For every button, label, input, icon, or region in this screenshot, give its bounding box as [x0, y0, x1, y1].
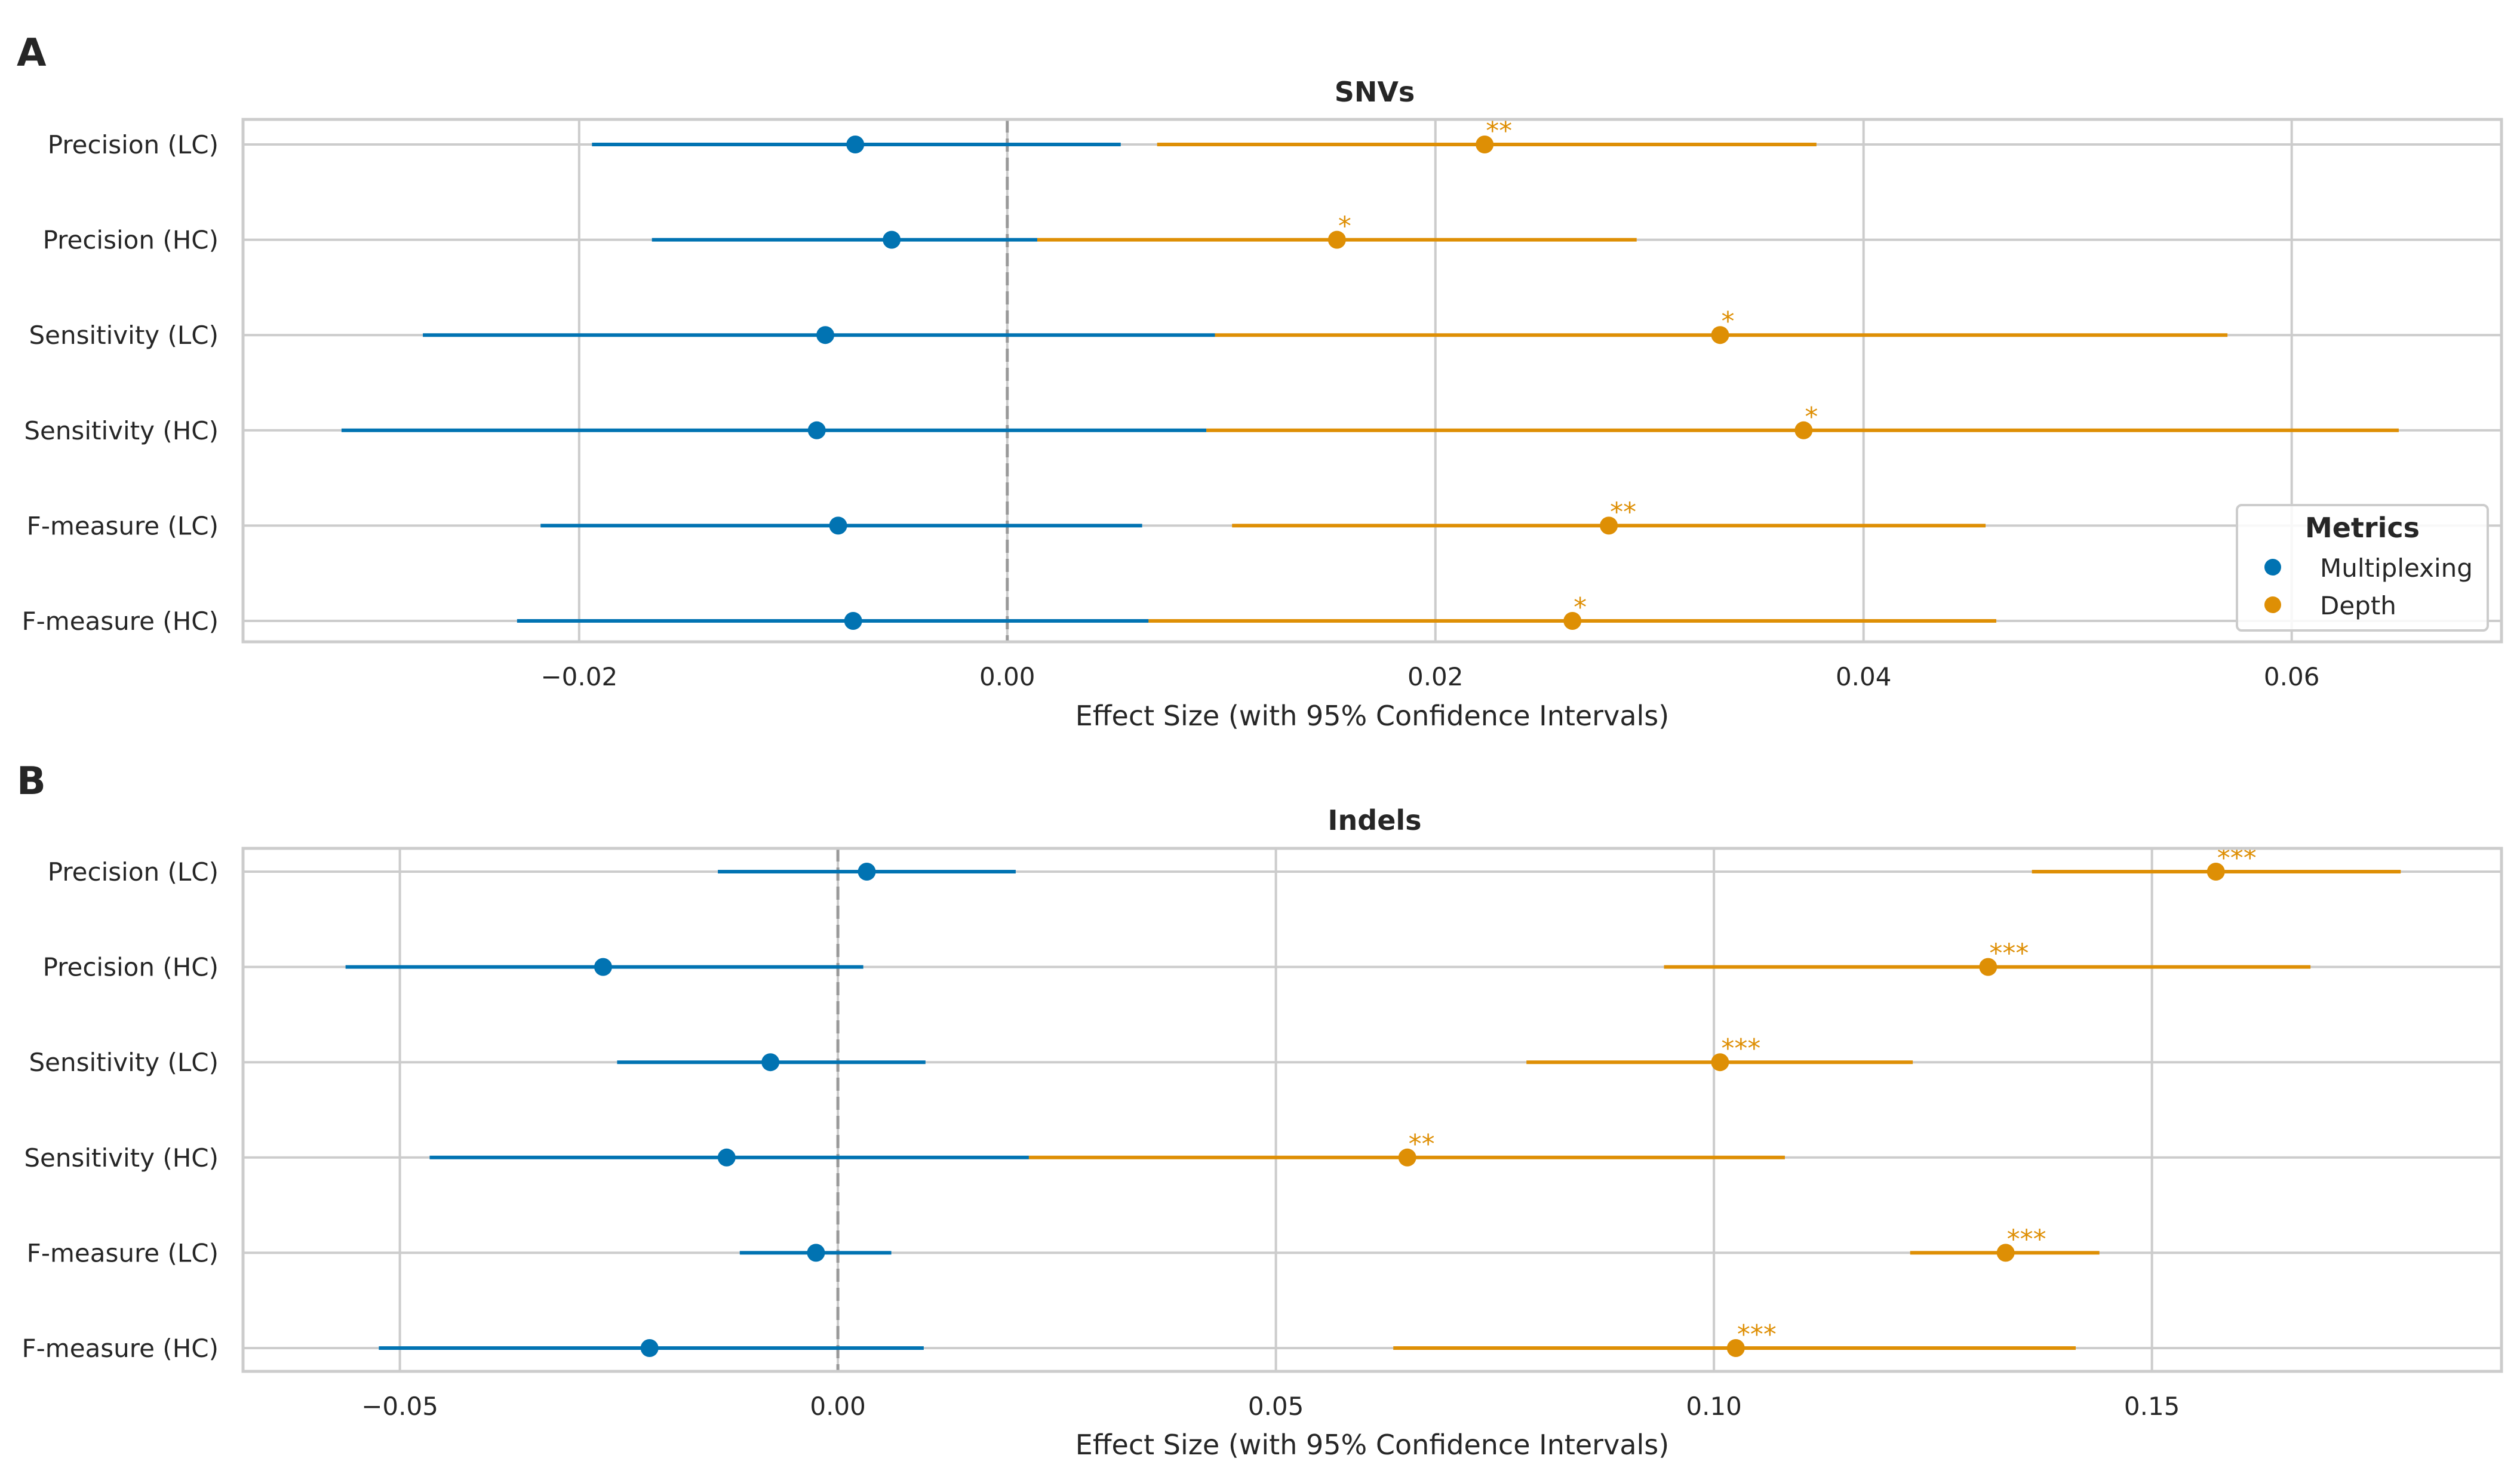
- panel-a-point-depth-f-measure-hc: [1563, 612, 1582, 630]
- panel-b-indels: B Indels ***************** Precision (LC…: [17, 759, 2503, 1461]
- panel-b-significance-sensitivity-hc: **: [1409, 1129, 1435, 1159]
- panel-a-xtick-label: 0.02: [1407, 662, 1464, 691]
- panel-a-point-multiplexing-sensitivity-hc: [807, 421, 826, 439]
- panel-a-category-label: Precision (HC): [43, 226, 219, 255]
- panel-a-point-multiplexing-f-measure-hc: [844, 612, 862, 630]
- panel-a-point-multiplexing-precision-lc: [846, 136, 865, 153]
- panel-b-point-depth-f-measure-lc: [1996, 1244, 2015, 1262]
- panel-a-point-depth-precision-hc: [1327, 230, 1346, 249]
- panel-b-xtick-label: 0.15: [2124, 1392, 2180, 1421]
- panel-b-xtick-label: 0.00: [810, 1392, 866, 1421]
- panel-a-xtick-label: 0.04: [1836, 662, 1892, 691]
- panel-b-frame: [241, 847, 2503, 1373]
- panel-b-category-label: Sensitivity (LC): [29, 1048, 219, 1077]
- panel-a-xtick-label: −0.02: [540, 662, 617, 691]
- panel-a-confidence-intervals: [341, 143, 2399, 623]
- panel-b-category-label: F-measure (HC): [21, 1334, 219, 1363]
- panel-b-point-depth-precision-hc: [1979, 958, 1997, 976]
- panel-a-xtick-label: 0.00: [979, 662, 1035, 691]
- panel-b-significance-f-measure-lc: ***: [2007, 1224, 2046, 1254]
- panel-a-x-tick-labels: −0.02 0.00 0.02 0.04 0.06: [540, 662, 2319, 691]
- panel-b-title: Indels: [1327, 804, 1421, 836]
- panel-b-xtick-label: 0.05: [1248, 1392, 1304, 1421]
- legend-label-multiplexing: Multiplexing: [2320, 553, 2473, 583]
- legend-label-depth: Depth: [2320, 591, 2396, 620]
- legend-title: Metrics: [2305, 512, 2420, 544]
- panel-b-point-multiplexing-f-measure-lc: [807, 1244, 825, 1262]
- panel-a-significance-f-measure-lc: **: [1610, 497, 1636, 527]
- panel-a-category-label: Precision (LC): [48, 130, 219, 159]
- panel-a-category-label: F-measure (HC): [21, 607, 219, 636]
- panel-b-point-depth-f-measure-hc: [1726, 1339, 1745, 1357]
- panel-b-significance-precision-hc: ***: [1989, 939, 2029, 969]
- legend-marker-multiplexing: [2264, 559, 2281, 576]
- panel-b-significance-f-measure-hc: ***: [1737, 1319, 1777, 1350]
- panel-b-label: B: [17, 759, 46, 804]
- panel-b-point-multiplexing-precision-hc: [594, 958, 612, 976]
- panel-a-xlabel: Effect Size (with 95% Confidence Interva…: [1075, 700, 1669, 732]
- panel-a-point-depth-precision-lc: [1476, 136, 1494, 153]
- panel-b-xtick-label: −0.05: [361, 1392, 438, 1421]
- panel-a-category-labels: Precision (LC) Precision (HC) Sensitivity …: [21, 130, 219, 636]
- panel-b-point-depth-sensitivity-hc: [1398, 1148, 1416, 1167]
- panel-b-gridlines: [243, 848, 2501, 1371]
- panel-a-point-multiplexing-f-measure-lc: [829, 516, 847, 535]
- panel-b-category-label: Precision (LC): [48, 857, 219, 887]
- panel-a-significance-f-measure-hc: *: [1574, 592, 1587, 623]
- panel-a-label: A: [17, 31, 47, 75]
- panel-b-points: [594, 863, 2225, 1357]
- panel-b-point-multiplexing-precision-lc: [858, 863, 876, 881]
- panel-a-point-multiplexing-sensitivity-lc: [816, 326, 835, 344]
- panel-b-category-label: Precision (HC): [43, 953, 219, 982]
- panel-a-category-label: Sensitivity (HC): [24, 416, 219, 445]
- panel-b-category-labels: Precision (LC) Precision (HC) Sensitivity …: [21, 857, 219, 1363]
- panel-b-point-multiplexing-f-measure-hc: [640, 1339, 659, 1357]
- panel-a-significance-sensitivity-hc: *: [1805, 402, 1818, 432]
- legend-marker-depth: [2264, 596, 2281, 613]
- panel-a-snvs: A SNVs ******** Precision (LC)Precision …: [17, 31, 2503, 732]
- legend: Metrics Multiplexing Depth: [2236, 504, 2489, 632]
- panel-b-significance-markers: *****************: [1409, 843, 2257, 1350]
- panel-a-category-label: Sensitivity (LC): [29, 321, 219, 350]
- panel-a-xtick-label: 0.06: [2264, 662, 2320, 691]
- panel-b-x-tick-labels: −0.05 0.00 0.05 0.10 0.15: [361, 1392, 2180, 1421]
- panel-b-point-multiplexing-sensitivity-hc: [717, 1148, 736, 1167]
- panel-b-category-label: Sensitivity (HC): [24, 1143, 219, 1173]
- panel-a-points: [807, 136, 1813, 630]
- panel-b-confidence-intervals: [345, 870, 2401, 1350]
- panel-b-significance-sensitivity-lc: ***: [1721, 1033, 1760, 1064]
- panel-b-point-depth-sensitivity-lc: [1711, 1053, 1729, 1072]
- panel-a-gridlines: [243, 119, 2501, 642]
- panel-a-point-depth-sensitivity-lc: [1711, 326, 1729, 344]
- panel-a-title: SNVs: [1335, 76, 1415, 108]
- panel-b-point-multiplexing-sensitivity-lc: [761, 1053, 780, 1072]
- panel-a-point-depth-sensitivity-hc: [1794, 421, 1813, 439]
- panel-a-point-multiplexing-precision-hc: [883, 230, 901, 249]
- panel-a-significance-precision-hc: *: [1338, 211, 1351, 242]
- panel-b-xlabel: Effect Size (with 95% Confidence Interva…: [1075, 1429, 1669, 1461]
- panel-b-category-label: F-measure (LC): [27, 1238, 219, 1267]
- panel-b-xtick-label: 0.10: [1686, 1392, 1742, 1421]
- panel-a-significance-sensitivity-lc: *: [1722, 306, 1735, 337]
- legend-box: [2236, 504, 2489, 632]
- panel-b-point-depth-precision-lc: [2206, 863, 2225, 881]
- panel-a-significance-markers: ********: [1338, 116, 1818, 623]
- panel-a-category-label: F-measure (LC): [27, 511, 219, 540]
- panel-a-point-depth-f-measure-lc: [1600, 516, 1618, 535]
- panel-a-frame: [241, 118, 2503, 644]
